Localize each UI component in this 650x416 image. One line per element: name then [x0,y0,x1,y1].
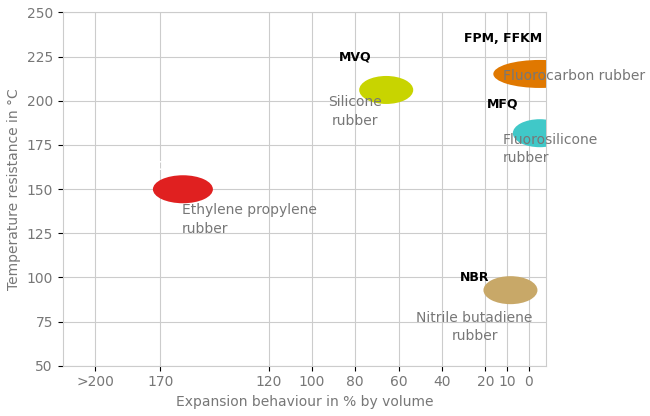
Text: MVQ: MVQ [339,50,372,63]
Text: Silicone
rubber: Silicone rubber [328,96,382,128]
Text: Ethylene propylene
rubber: Ethylene propylene rubber [182,203,317,235]
X-axis label: Expansion behaviour in % by volume: Expansion behaviour in % by volume [176,395,433,409]
Ellipse shape [484,276,538,304]
Ellipse shape [359,76,413,104]
Ellipse shape [153,175,213,203]
Text: Nitrile butadiene
rubber: Nitrile butadiene rubber [417,311,533,344]
Text: EPDM: EPDM [140,160,180,173]
Text: FPM, FFKM: FPM, FFKM [463,32,542,45]
Ellipse shape [513,119,567,147]
Text: Fluorocarbon rubber: Fluorocarbon rubber [502,69,645,83]
Text: MFQ: MFQ [487,98,519,111]
Y-axis label: Temperature resistance in °C: Temperature resistance in °C [7,88,21,290]
Text: NBR: NBR [460,271,489,284]
Ellipse shape [493,60,586,88]
Text: Fluorosilicone
rubber: Fluorosilicone rubber [502,133,598,165]
